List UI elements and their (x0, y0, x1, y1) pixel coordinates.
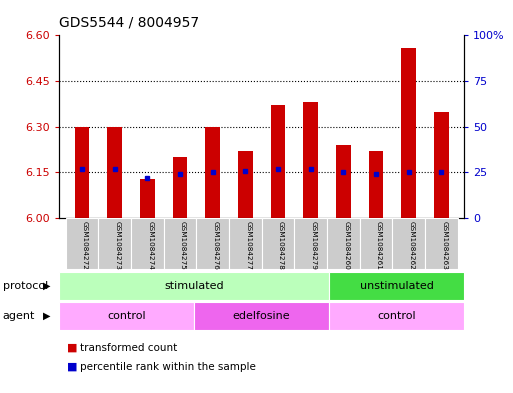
Bar (140, 178, 154, 218)
Bar (131, 218, 164, 269)
Bar (74, 127, 89, 218)
Bar (401, 48, 416, 218)
Bar (238, 151, 252, 218)
Text: ■: ■ (67, 362, 77, 372)
Bar (329, 302, 464, 330)
Text: GSM1084276: GSM1084276 (212, 221, 219, 270)
Bar (294, 218, 327, 269)
Bar (107, 127, 122, 218)
Text: GSM1084279: GSM1084279 (311, 221, 317, 270)
Text: GDS5544 / 8004957: GDS5544 / 8004957 (59, 16, 199, 30)
Text: control: control (107, 311, 146, 321)
Bar (205, 127, 220, 218)
Bar (194, 302, 329, 330)
Bar (59, 272, 329, 300)
Text: GSM1084263: GSM1084263 (441, 221, 447, 270)
Bar (98, 218, 131, 269)
Text: transformed count: transformed count (80, 343, 177, 353)
Text: protocol: protocol (3, 281, 48, 291)
Text: GSM1084274: GSM1084274 (147, 221, 153, 270)
Bar (360, 218, 392, 269)
Text: GSM1084275: GSM1084275 (180, 221, 186, 270)
Bar (229, 218, 262, 269)
Bar (271, 105, 285, 218)
Text: ▶: ▶ (44, 311, 51, 321)
Text: GSM1084272: GSM1084272 (82, 221, 88, 270)
Text: stimulated: stimulated (164, 281, 224, 291)
Text: percentile rank within the sample: percentile rank within the sample (80, 362, 255, 372)
Text: unstimulated: unstimulated (360, 281, 433, 291)
Text: control: control (378, 311, 416, 321)
Bar (172, 157, 187, 218)
Text: agent: agent (3, 311, 35, 321)
Bar (392, 218, 425, 269)
Bar (66, 218, 98, 269)
Text: GSM1084273: GSM1084273 (114, 221, 121, 270)
Text: ▶: ▶ (44, 281, 51, 291)
Bar (329, 272, 464, 300)
Bar (196, 218, 229, 269)
Text: GSM1084262: GSM1084262 (409, 221, 415, 270)
Bar (262, 218, 294, 269)
Bar (327, 218, 360, 269)
Bar (303, 102, 318, 218)
Text: GSM1084278: GSM1084278 (278, 221, 284, 270)
Text: ■: ■ (67, 343, 77, 353)
Bar (434, 112, 449, 218)
Bar (425, 218, 458, 269)
Bar (59, 302, 194, 330)
Text: edelfosine: edelfosine (233, 311, 290, 321)
Text: GSM1084261: GSM1084261 (376, 221, 382, 270)
Bar (336, 145, 351, 218)
Text: GSM1084277: GSM1084277 (245, 221, 251, 270)
Bar (369, 151, 383, 218)
Text: GSM1084260: GSM1084260 (343, 221, 349, 270)
Bar (164, 218, 196, 269)
